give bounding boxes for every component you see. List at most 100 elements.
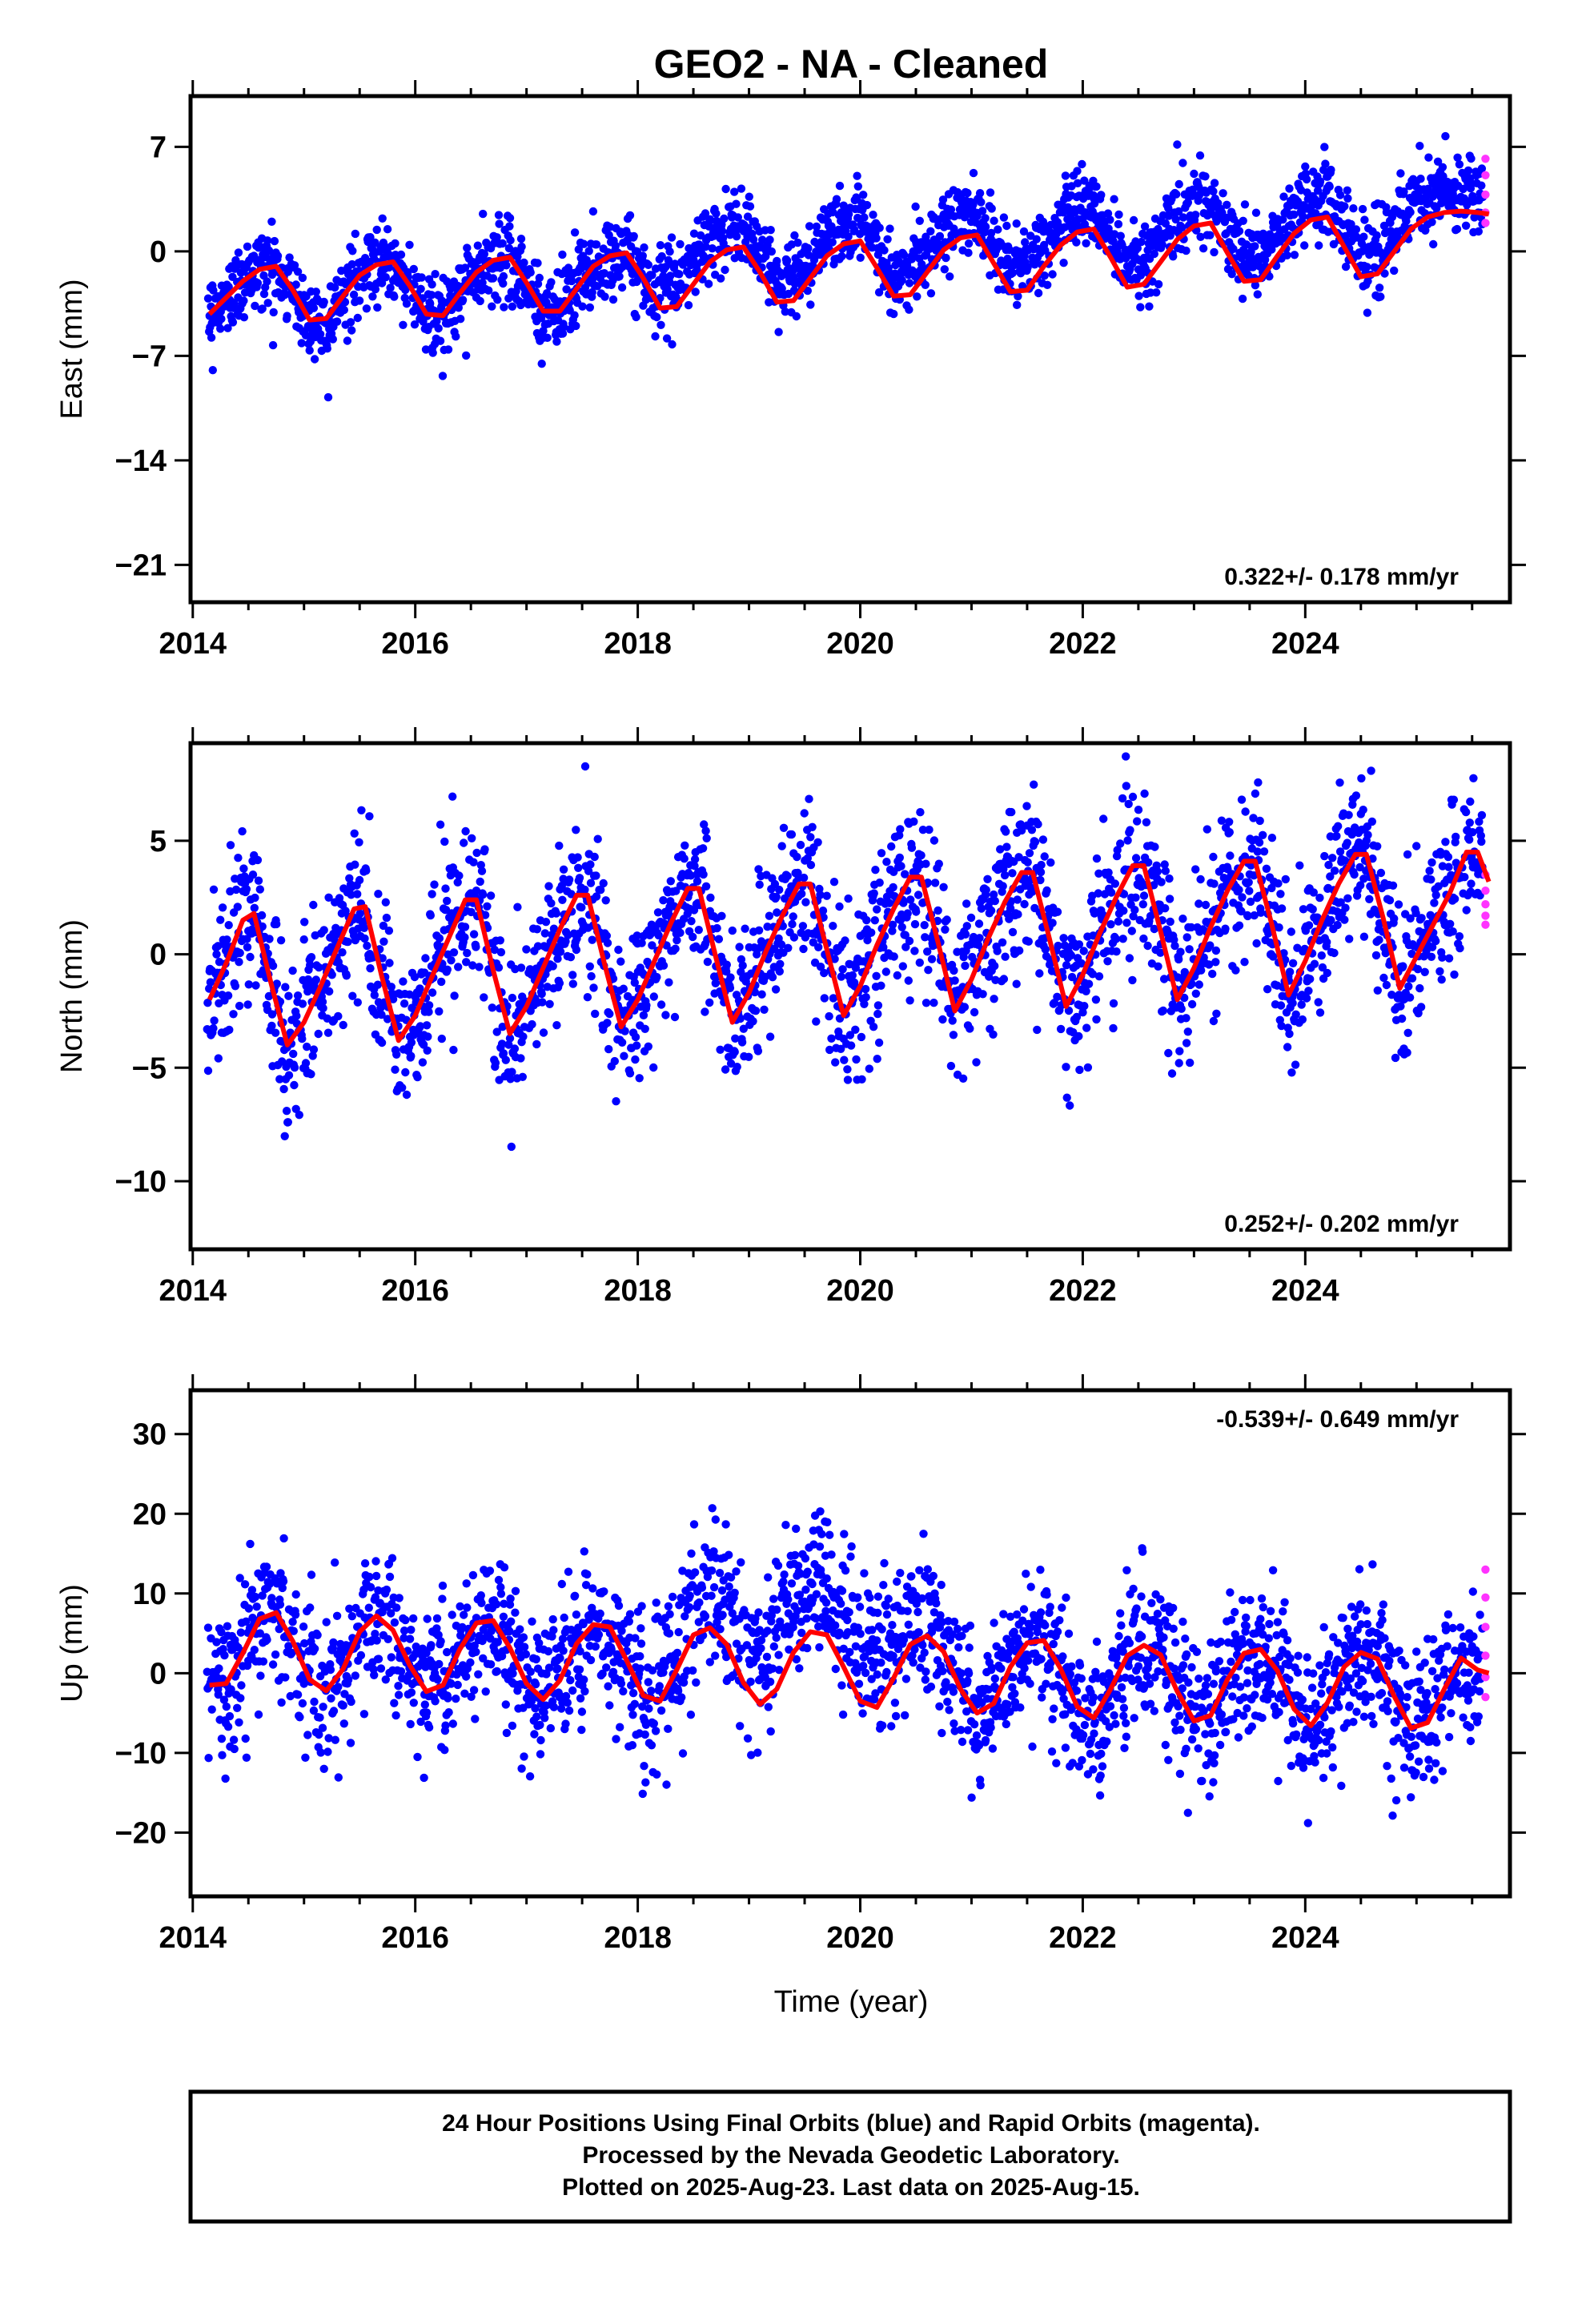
data-point — [424, 1032, 432, 1041]
data-point — [735, 943, 744, 951]
data-point — [1182, 246, 1191, 255]
data-point — [1204, 960, 1214, 969]
data-point — [513, 903, 522, 911]
data-point — [203, 1066, 213, 1076]
model-fit-line — [207, 208, 1490, 323]
data-point — [350, 829, 359, 838]
data-point — [1320, 851, 1329, 861]
data-point — [1391, 1053, 1400, 1063]
data-point — [332, 317, 342, 326]
data-point — [996, 845, 1005, 854]
y-tick-label: 7 — [150, 131, 167, 164]
data-point — [522, 945, 531, 954]
data-point — [1176, 947, 1185, 956]
data-point — [940, 265, 950, 274]
data-point — [905, 996, 914, 1005]
data-point — [488, 1003, 496, 1012]
data-point — [1455, 160, 1464, 169]
data-point — [840, 1055, 849, 1064]
data-point — [653, 908, 663, 917]
data-point — [1318, 963, 1327, 972]
data-point — [1441, 131, 1450, 141]
data-point — [1267, 245, 1276, 254]
data-point — [881, 967, 891, 976]
data-point — [339, 305, 348, 315]
data-point — [331, 283, 339, 292]
data-point — [1255, 816, 1264, 826]
data-point — [348, 247, 357, 255]
data-point — [572, 945, 581, 955]
data-point — [280, 1132, 289, 1141]
data-point — [1043, 280, 1052, 289]
data-point — [883, 235, 892, 243]
data-point — [298, 999, 307, 1008]
data-point — [1300, 241, 1309, 250]
data-point — [777, 842, 786, 850]
data-point — [801, 898, 810, 907]
data-point — [946, 205, 956, 214]
data-point — [229, 1010, 238, 1019]
data-point — [1195, 980, 1204, 989]
plot-frame — [188, 741, 1512, 1252]
data-point — [930, 999, 938, 1007]
data-point — [293, 991, 303, 1000]
data-point — [1425, 866, 1434, 875]
data-point — [1385, 896, 1395, 905]
data-point — [1274, 879, 1283, 888]
data-point — [443, 965, 452, 975]
data-point — [497, 1039, 507, 1048]
data-point — [1182, 933, 1191, 942]
data-point — [885, 224, 894, 233]
data-point — [784, 943, 793, 953]
data-point — [989, 1030, 998, 1039]
data-point — [1140, 789, 1149, 798]
data-point — [1114, 219, 1123, 229]
data-point — [1021, 238, 1030, 247]
data-point — [676, 928, 685, 938]
data-point — [696, 231, 705, 240]
data-point — [1438, 953, 1447, 962]
data-point — [1167, 1069, 1177, 1078]
data-point — [1002, 827, 1010, 836]
data-point — [508, 1068, 516, 1076]
data-point — [1450, 970, 1459, 979]
data-point — [776, 959, 785, 969]
data-point — [217, 1735, 227, 1743]
data-point — [921, 280, 930, 289]
data-point — [449, 1045, 458, 1055]
data-point — [225, 1025, 234, 1035]
data-point — [1077, 959, 1086, 968]
data-point — [424, 1001, 434, 1010]
data-point — [639, 1011, 648, 1020]
data-point — [1350, 870, 1359, 879]
data-point — [1452, 224, 1462, 234]
data-point — [1344, 810, 1353, 819]
data-point — [370, 991, 379, 999]
data-point — [1165, 895, 1174, 903]
data-point — [608, 295, 618, 304]
data-point — [269, 308, 278, 317]
data-point — [568, 971, 577, 979]
data-point — [486, 891, 496, 900]
data-point — [820, 994, 829, 1003]
x-tick-label: 2018 — [604, 627, 672, 661]
data-point — [788, 267, 797, 275]
data-point — [438, 372, 448, 380]
data-point — [1466, 797, 1475, 806]
data-point — [614, 945, 623, 955]
data-point — [1037, 860, 1046, 870]
data-point — [596, 886, 605, 895]
data-point — [299, 935, 308, 944]
data-point — [347, 326, 356, 335]
data-point — [912, 907, 921, 916]
data-point — [1106, 888, 1116, 897]
data-point — [1210, 247, 1219, 257]
data-point — [969, 168, 978, 178]
data-point — [1460, 873, 1469, 882]
data-point — [549, 924, 559, 933]
data-point — [1450, 895, 1460, 903]
data-point — [1299, 905, 1308, 914]
data-point — [1259, 830, 1267, 840]
data-point — [479, 209, 488, 219]
data-point — [856, 253, 865, 262]
